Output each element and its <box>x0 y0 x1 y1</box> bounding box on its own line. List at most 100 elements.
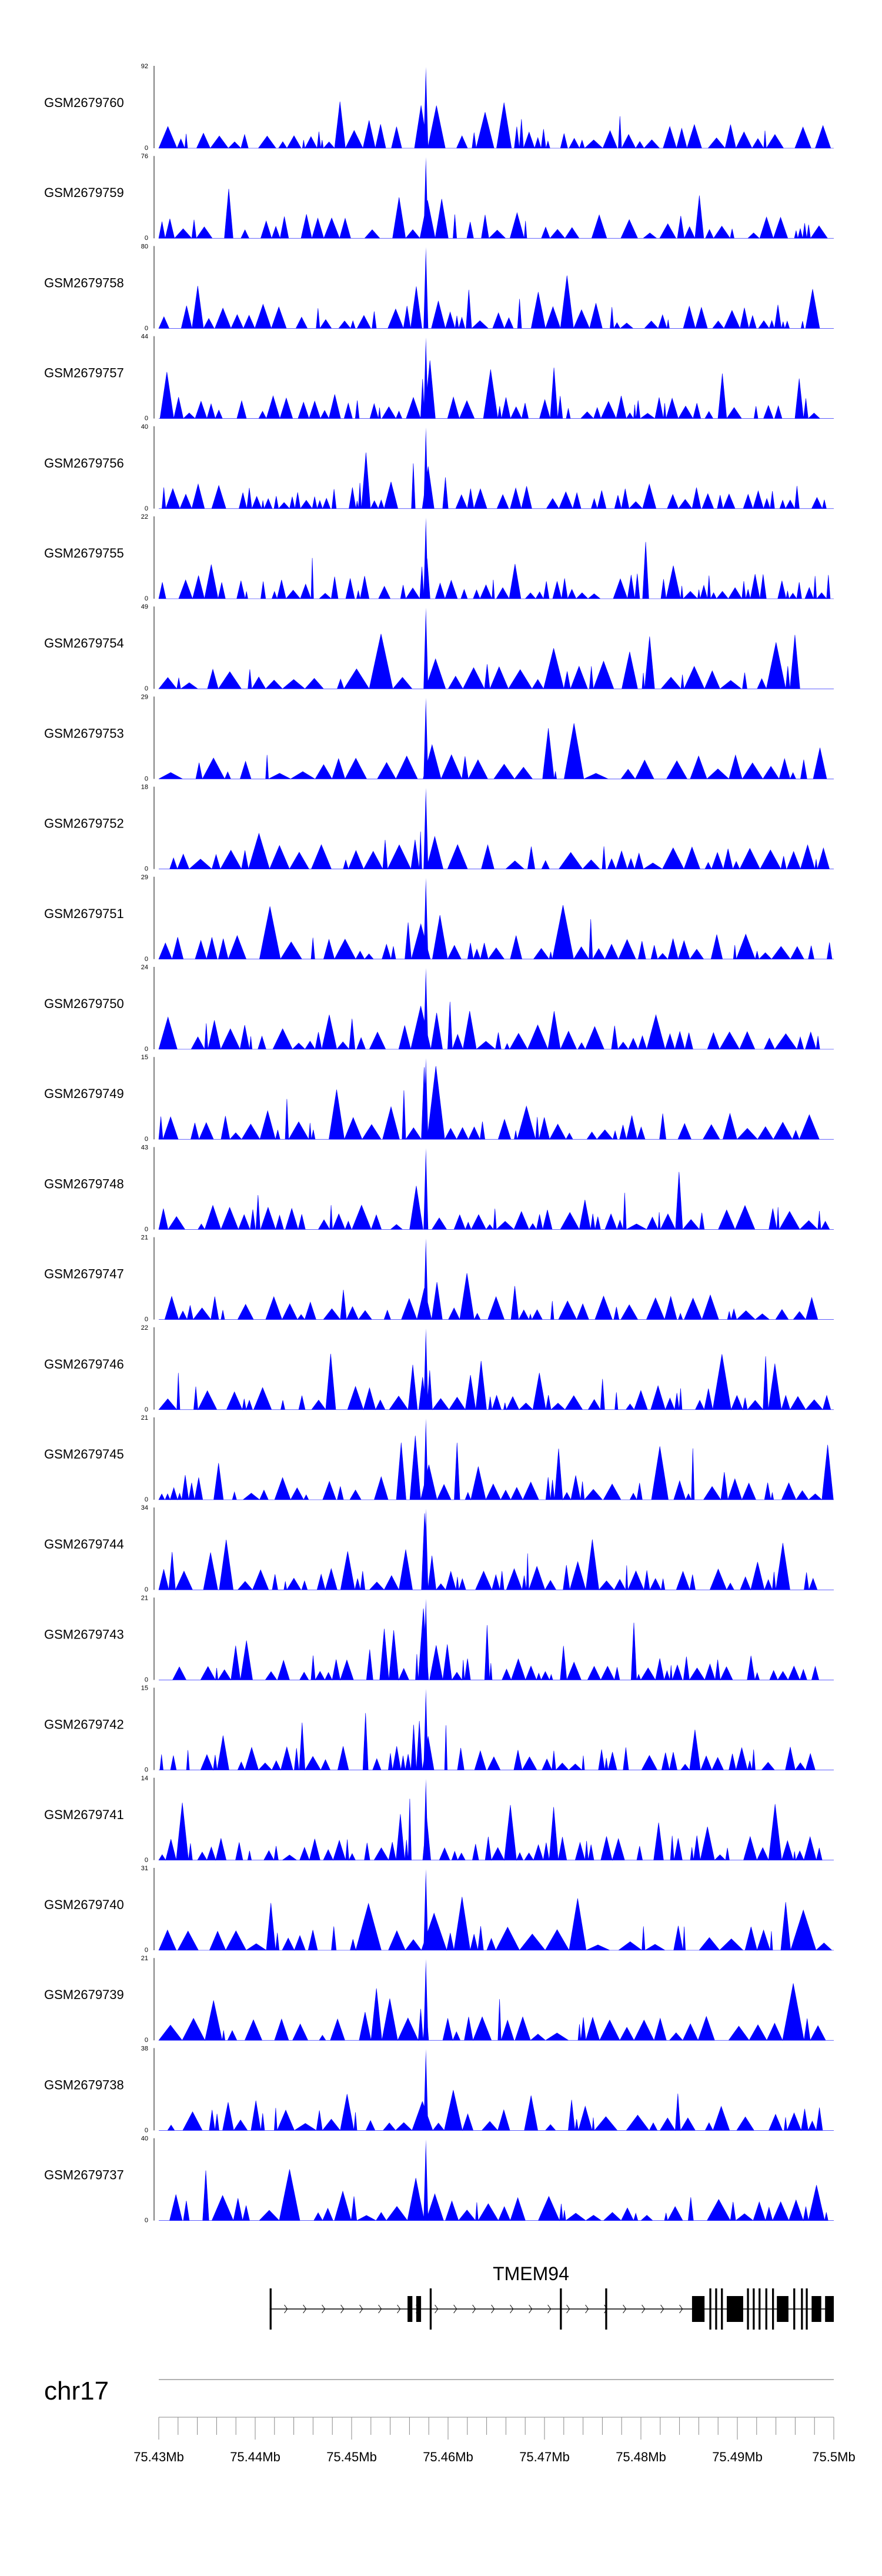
x-tick-label: 75.45Mb <box>326 2450 377 2464</box>
track-GSM2679738: GSM2679738 38 0 <box>44 2045 834 2134</box>
coverage-area <box>159 360 834 419</box>
gene-name-label: TMEM94 <box>493 2263 569 2284</box>
track-GSM2679753: GSM2679753 29 0 <box>44 693 834 782</box>
exon-block <box>721 2288 723 2330</box>
x-tick-label: 75.47Mb <box>519 2450 570 2464</box>
strand-arrow <box>660 2304 664 2314</box>
coverage-tracks: GSM2679760920GSM2679759760GSM2679758800G… <box>44 63 834 2224</box>
track-GSM2679756: GSM2679756 40 0 <box>44 423 834 512</box>
strand-arrow <box>585 2304 589 2314</box>
track-label: GSM2679742 <box>44 1717 124 1732</box>
exon-block <box>416 2296 422 2322</box>
coverage-area <box>158 1002 834 1050</box>
coverage-peak <box>423 1238 429 1320</box>
track-ymax-label: 22 <box>141 513 148 520</box>
track-GSM2679752: GSM2679752 18 0 <box>44 784 834 873</box>
track-ymax-label: 44 <box>141 333 148 341</box>
track-GSM2679758: GSM2679758 80 0 <box>44 243 834 332</box>
track-ymax-label: 49 <box>141 603 148 610</box>
strand-arrow <box>510 2304 514 2314</box>
coverage-peak <box>423 67 429 148</box>
strand-arrow <box>623 2304 627 2314</box>
track-ymax-label: 21 <box>141 1414 148 1422</box>
exon-block <box>727 2296 743 2322</box>
track-ymax-label: 31 <box>141 1865 148 1872</box>
track-ymin-label: 0 <box>145 866 148 873</box>
track-ymin-label: 0 <box>145 595 148 602</box>
track-ymax-label: 15 <box>141 1054 148 1061</box>
track-ymin-label: 0 <box>145 956 148 963</box>
exon-block <box>772 2288 774 2330</box>
track-label: GSM2679748 <box>44 1176 124 1191</box>
track-GSM2679746: GSM2679746 22 0 <box>44 1324 834 1413</box>
coverage-peak <box>423 427 429 509</box>
coverage-area <box>158 1513 834 1591</box>
coverage-area <box>158 905 834 960</box>
track-GSM2679750: GSM2679750 24 0 <box>44 964 834 1053</box>
track-label: GSM2679758 <box>44 275 124 290</box>
coverage-peak <box>423 608 429 689</box>
strand-arrow <box>359 2304 363 2314</box>
track-ymax-label: 92 <box>141 63 148 70</box>
strand-arrow <box>679 2304 683 2314</box>
coverage-peak <box>423 877 429 959</box>
track-GSM2679754: GSM2679754 49 0 <box>44 603 834 692</box>
coverage-peak <box>423 337 429 419</box>
track-ymax-label: 21 <box>141 1234 148 1242</box>
strand-arrow <box>566 2304 570 2314</box>
track-label: GSM2679750 <box>44 996 124 1011</box>
coverage-area <box>158 1066 834 1140</box>
track-GSM2679743: GSM2679743 21 0 <box>44 1594 834 1683</box>
track-label: GSM2679759 <box>44 185 124 200</box>
track-GSM2679748: GSM2679748 43 0 <box>44 1144 834 1233</box>
track-GSM2679749: GSM2679749 15 0 <box>44 1054 834 1143</box>
track-GSM2679755: GSM2679755 22 0 <box>44 513 834 602</box>
track-label: GSM2679746 <box>44 1357 124 1372</box>
chromosome-label: chr17 <box>44 2377 109 2405</box>
coverage-area <box>158 1353 834 1410</box>
strand-arrow <box>378 2304 382 2314</box>
track-label: GSM2679744 <box>44 1537 124 1551</box>
strand-arrow <box>322 2304 326 2314</box>
coverage-peak <box>423 2049 429 2131</box>
track-ymax-label: 24 <box>141 964 148 971</box>
strand-arrow <box>340 2304 345 2314</box>
track-ymax-label: 21 <box>141 1955 148 1962</box>
coverage-area <box>159 2090 834 2131</box>
exon-block <box>801 2288 803 2330</box>
track-GSM2679737: GSM2679737 40 0 <box>44 2135 834 2224</box>
coverage-peak <box>423 247 429 329</box>
coverage-area <box>158 1798 834 1861</box>
coverage-peak <box>423 1778 429 1860</box>
track-ymin-label: 0 <box>145 1136 148 1143</box>
track-ymin-label: 0 <box>145 1046 148 1053</box>
coverage-peak <box>423 698 429 779</box>
coverage-peak <box>423 1689 429 1770</box>
coverage-peak <box>423 2139 429 2221</box>
track-GSM2679760: GSM2679760 92 0 <box>44 63 834 152</box>
track-label: GSM2679753 <box>44 726 124 740</box>
coverage-peak <box>423 1148 429 1230</box>
coverage-area <box>158 101 834 149</box>
track-ymax-label: 22 <box>141 1324 148 1332</box>
coverage-area <box>158 1172 834 1230</box>
track-ymin-label: 0 <box>145 505 148 512</box>
coverage-area <box>158 542 834 600</box>
track-ymin-label: 0 <box>145 1947 148 1954</box>
exon-block <box>715 2288 717 2330</box>
coverage-peak <box>423 1869 429 1950</box>
exon-block <box>759 2288 761 2330</box>
coverage-peak <box>423 157 429 239</box>
track-label: GSM2679756 <box>44 456 124 471</box>
exon-block <box>429 2288 432 2330</box>
coverage-area <box>159 831 834 870</box>
exon-block <box>560 2288 562 2330</box>
coverage-area <box>158 723 834 780</box>
coverage-area <box>158 1983 834 2041</box>
track-label: GSM2679743 <box>44 1627 124 1641</box>
strand-arrow <box>529 2304 533 2314</box>
x-tick-label: 75.48Mb <box>616 2450 666 2464</box>
coverage-peak <box>423 1959 429 2041</box>
track-label: GSM2679752 <box>44 816 124 831</box>
track-ymax-label: 18 <box>141 784 148 791</box>
